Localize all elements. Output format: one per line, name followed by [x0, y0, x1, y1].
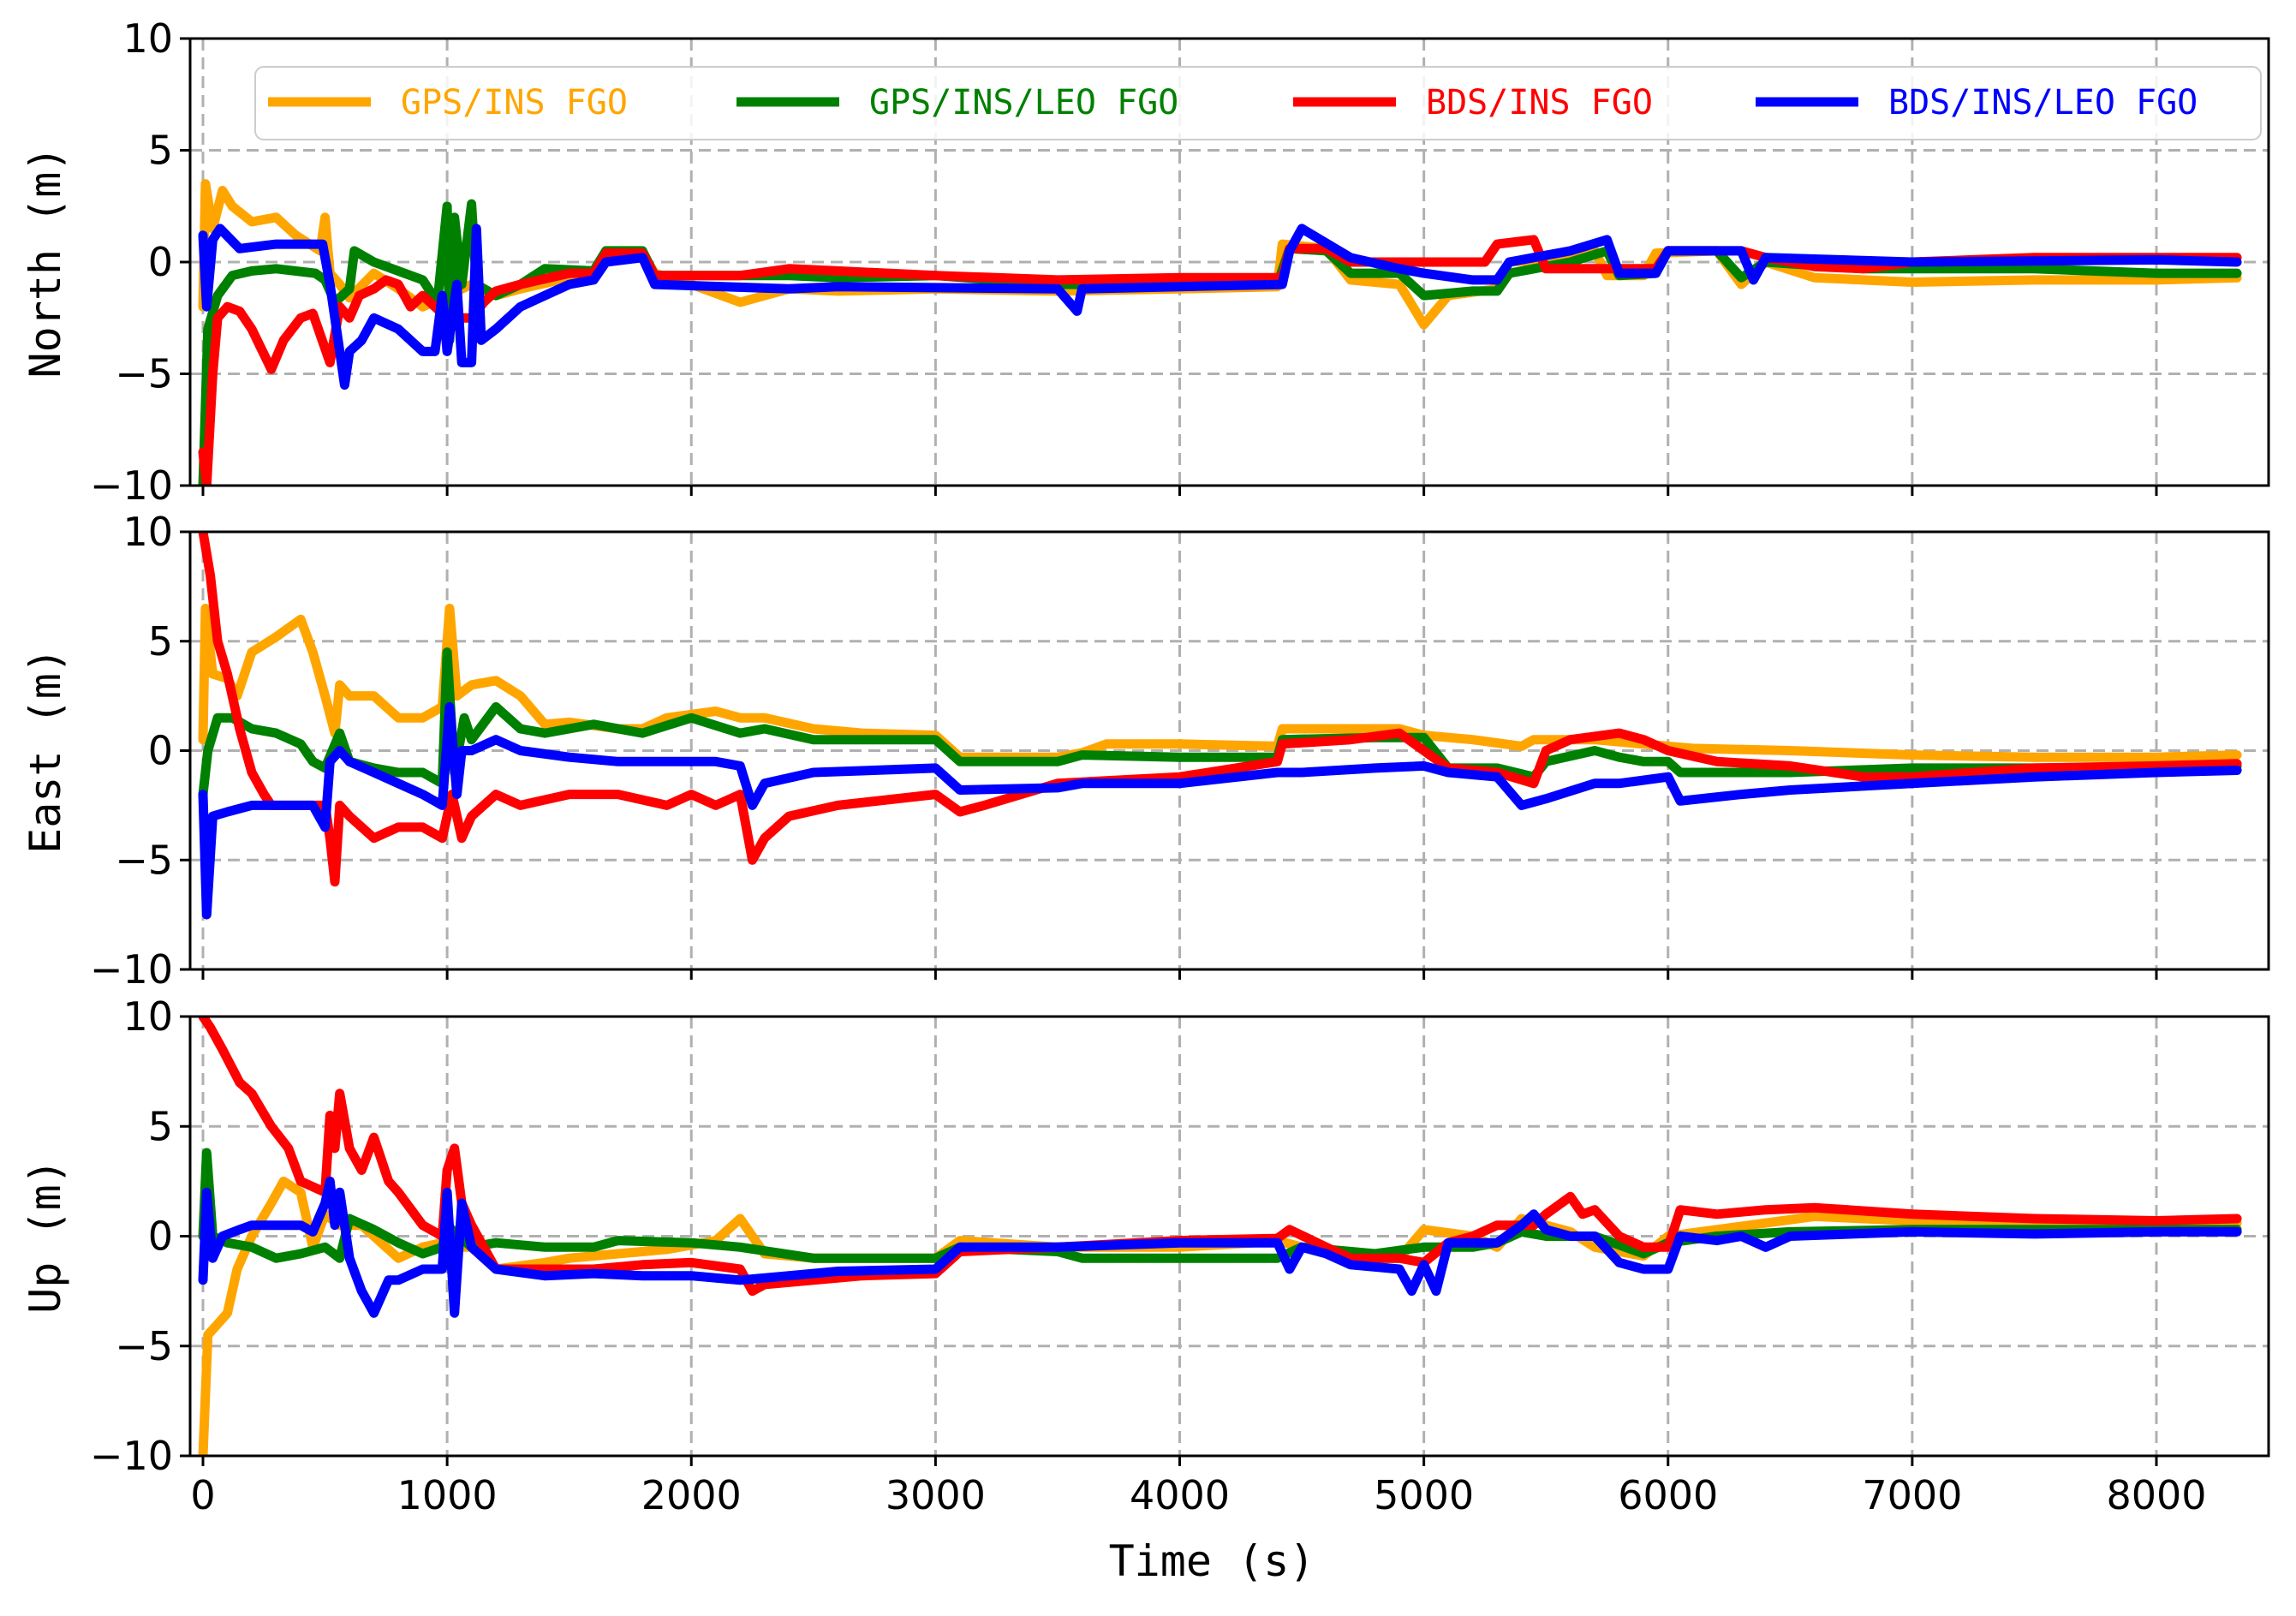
y-tick-label: 5	[148, 1103, 173, 1149]
series-group-up	[198, 1017, 2242, 1456]
y-tick-label: 10	[122, 509, 173, 555]
x-tick-label: 5000	[1374, 1472, 1474, 1518]
y-axis-label-north: North (m)	[21, 146, 70, 379]
x-tick-label: 0	[190, 1472, 215, 1518]
y-tick-label: 0	[148, 239, 173, 285]
series-north-gps-ins-leo-fgo	[198, 199, 2242, 486]
series-up-bds-ins-fgo	[198, 1017, 2242, 1297]
series-east-gps-ins-leo-fgo	[198, 647, 2242, 800]
legend-label: BDS/INS/LEO FGO	[1888, 83, 2198, 122]
y-tick-label: 0	[148, 728, 173, 774]
legend-entry: BDS/INS/LEO FGO	[1756, 83, 2198, 122]
legend-label: BDS/INS FGO	[1426, 83, 1653, 122]
x-tick-labels: 0 1000 2000 3000 4000 5000 6000 7000 8000	[190, 1472, 2206, 1518]
legend-label: GPS/INS FGO	[401, 83, 628, 122]
x-tick-label: 4000	[1130, 1472, 1230, 1518]
legend-box	[254, 66, 2262, 140]
series-up-gps-ins-fgo	[198, 1176, 2242, 1456]
series-east-gps-ins-fgo	[198, 603, 2242, 762]
grid-east	[190, 530, 2269, 971]
y-tick-label: −10	[90, 946, 173, 993]
panel-up: −10 −5 0 5 10 Up (m)	[21, 993, 2270, 1479]
series-north-gps-ins-fgo	[198, 179, 2242, 330]
y-tick-label: 5	[148, 128, 173, 174]
y-tick-label: −10	[90, 1433, 173, 1479]
y-axis-label-east: East (m)	[21, 647, 70, 854]
x-tick-label: 6000	[1618, 1472, 1718, 1518]
series-north-bds-ins-fgo	[198, 235, 2242, 486]
y-tick-label: −10	[90, 462, 173, 509]
x-axis-label: Time (s)	[1109, 1536, 1315, 1586]
series-east-bds-ins-leo-fgo	[198, 701, 2242, 920]
y-tick-label: 10	[122, 15, 173, 62]
y-tick-label: 0	[148, 1213, 173, 1260]
y-tick-label: −5	[115, 837, 173, 883]
y-tick-label: 5	[148, 618, 173, 665]
series-east-bds-ins-fgo	[198, 532, 2242, 887]
x-tick-label: 2000	[641, 1472, 742, 1518]
y-axis-label-up: Up (m)	[21, 1159, 70, 1314]
panel-north: −10 −5 0 5 10 North (m)	[21, 15, 2270, 509]
y-tick-label: −5	[115, 351, 173, 397]
x-tick-label: 3000	[886, 1472, 986, 1518]
series-up-bds-ins-leo-fgo	[198, 1176, 2242, 1318]
x-tick-label: 8000	[2106, 1472, 2206, 1518]
legend-entry: BDS/INS FGO	[1293, 83, 1653, 122]
legend-entry: GPS/INS FGO	[268, 83, 628, 122]
legend-entry: GPS/INS/LEO FGO	[737, 83, 1178, 122]
y-tick-label: −5	[115, 1323, 173, 1369]
series-up-gps-ins-leo-fgo	[198, 1148, 2242, 1263]
x-tick-label: 7000	[1862, 1472, 1962, 1518]
series-north-bds-ins-leo-fgo	[198, 224, 2242, 391]
legend: GPS/INS FGO GPS/INS/LEO FGO BDS/INS FGO BDS…	[254, 66, 2262, 140]
y-tick-label: 10	[122, 993, 173, 1040]
legend-label: GPS/INS/LEO FGO	[869, 83, 1178, 122]
series-group-north	[198, 179, 2242, 486]
series-group-east	[198, 532, 2242, 920]
panel-east: −10 −5 0 5 10 East (m)	[21, 509, 2270, 993]
x-tick-label: 1000	[397, 1472, 498, 1518]
panels-layer: −10 −5 0 5 10 North (m) −10 −5 0 5 10 East (m) −10 −5…	[21, 15, 2270, 1518]
